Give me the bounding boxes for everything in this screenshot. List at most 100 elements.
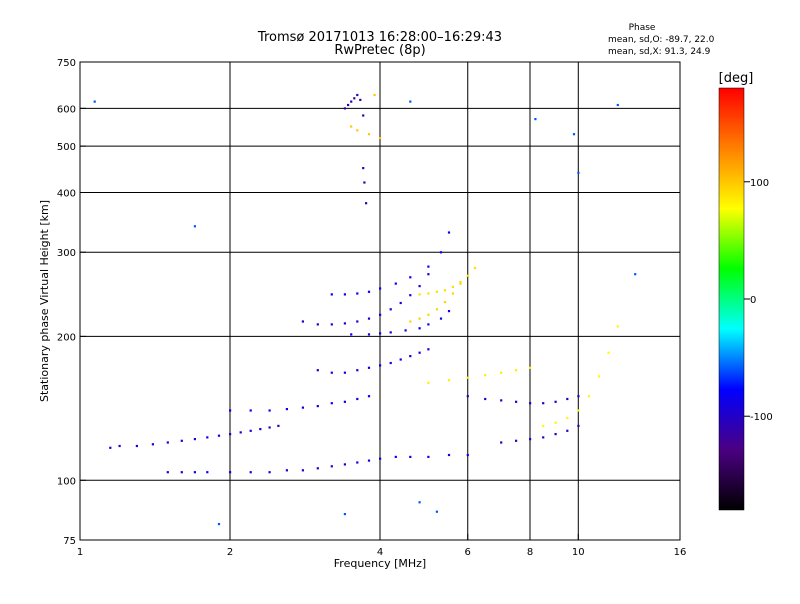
data-point	[466, 453, 469, 457]
stats-line-x: mean, sd,X: 91.3, 24.9	[608, 47, 711, 57]
data-point	[350, 100, 353, 103]
data-point	[316, 467, 319, 470]
colorbar: [deg] 100 0 -100	[719, 71, 773, 511]
data-point	[529, 438, 532, 441]
x-tick-label: 6	[465, 547, 471, 558]
data-point	[572, 133, 576, 136]
data-point	[343, 107, 346, 110]
data-point	[577, 424, 580, 427]
data-point	[554, 433, 557, 436]
data-point	[427, 455, 430, 458]
data-point	[418, 285, 421, 288]
data-point	[404, 329, 407, 332]
chart-subtitle: RwPretec (8p)	[334, 43, 425, 58]
data-point	[343, 463, 346, 466]
y-tick-label: 400	[57, 188, 76, 199]
data-point	[394, 282, 397, 285]
data-point	[301, 469, 304, 472]
data-point	[359, 98, 362, 101]
data-point	[356, 320, 359, 323]
data-point	[367, 333, 371, 336]
data-point	[566, 429, 569, 432]
data-point	[316, 369, 319, 372]
data-point	[554, 421, 557, 424]
data-point	[180, 439, 183, 442]
data-point	[466, 274, 469, 277]
data-point	[534, 118, 537, 121]
stats-header: Phase	[629, 23, 656, 33]
data-point	[367, 290, 371, 293]
x-axis-label: Frequency [MHz]	[334, 557, 426, 570]
data-point	[500, 441, 503, 444]
data-point	[409, 276, 412, 279]
colorbar-tick-label: 0	[750, 295, 756, 306]
data-point	[500, 371, 503, 374]
data-point	[367, 395, 371, 398]
data-point	[193, 225, 196, 228]
data-point	[443, 289, 447, 292]
data-point	[418, 317, 421, 320]
data-point	[206, 471, 209, 474]
data-point	[554, 400, 557, 403]
y-tick-label: 750	[57, 58, 76, 69]
data-point	[435, 308, 438, 311]
colorbar-tick-label: -100	[750, 412, 773, 423]
data-point	[217, 523, 221, 526]
data-point	[409, 455, 412, 458]
data-point	[249, 429, 252, 432]
data-point	[343, 371, 346, 374]
data-point	[616, 325, 619, 328]
data-point	[409, 355, 412, 358]
grid-lines	[80, 62, 680, 540]
data-point	[418, 293, 421, 296]
data-point	[362, 114, 365, 117]
data-point	[285, 408, 288, 411]
data-point	[268, 471, 271, 474]
data-point	[389, 361, 392, 365]
data-point	[316, 405, 319, 408]
data-point	[409, 294, 412, 297]
data-point	[500, 399, 503, 402]
data-point	[301, 406, 304, 409]
data-point	[566, 417, 569, 420]
x-tick-label: 16	[674, 547, 687, 558]
data-point	[356, 129, 359, 132]
data-point	[379, 287, 382, 290]
data-point	[542, 402, 545, 405]
data-point	[409, 100, 412, 103]
data-point	[330, 402, 333, 405]
data-point	[193, 471, 196, 474]
data-point	[577, 171, 580, 174]
data-point	[347, 103, 350, 107]
y-tick-label: 100	[57, 476, 76, 487]
data-point	[451, 292, 454, 295]
y-tick-label: 600	[57, 104, 76, 115]
data-point	[109, 446, 112, 449]
data-point	[249, 409, 252, 412]
data-point	[356, 397, 359, 401]
data-point	[597, 375, 601, 378]
data-point	[356, 292, 359, 295]
data-point	[365, 202, 368, 205]
data-point	[379, 364, 382, 367]
data-point	[373, 93, 376, 97]
data-point	[135, 444, 138, 448]
data-point	[362, 167, 365, 170]
data-point	[353, 97, 356, 100]
data-point	[268, 409, 271, 412]
data-point	[206, 436, 209, 439]
data-point	[249, 471, 252, 474]
data-point	[427, 313, 430, 316]
data-point	[301, 320, 304, 323]
data-point	[427, 348, 430, 351]
data-point	[379, 332, 382, 335]
data-point	[367, 459, 371, 462]
data-point	[451, 285, 454, 288]
data-point	[634, 273, 637, 276]
data-point	[330, 371, 333, 374]
colorbar-ticks: 100 0 -100	[744, 178, 773, 423]
data-point	[427, 381, 430, 384]
data-point	[427, 273, 430, 276]
data-point	[356, 461, 359, 464]
